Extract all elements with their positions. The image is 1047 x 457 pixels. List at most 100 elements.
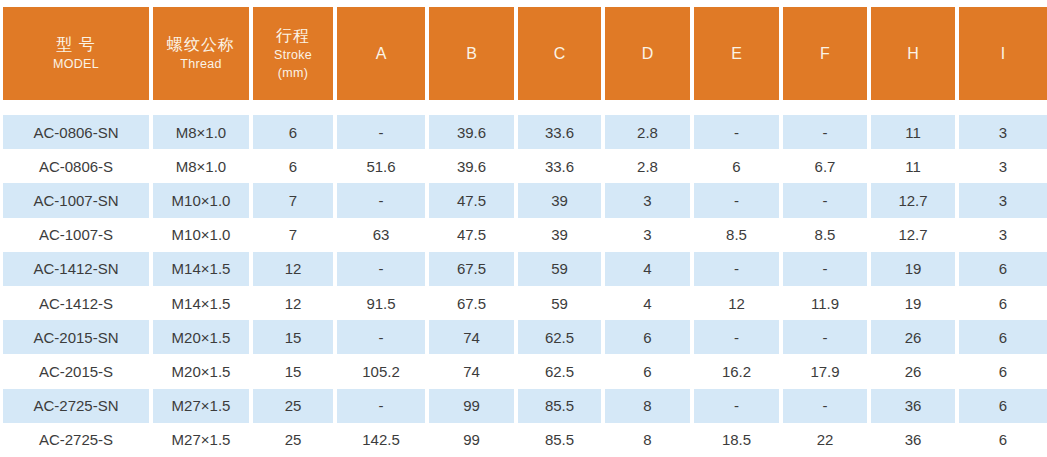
table-cell: 67.5: [429, 252, 514, 286]
table-cell: 99: [429, 389, 514, 423]
table-cell: 26: [871, 354, 955, 388]
table-row: AC-0806-SM8×1.0651.639.633.62.866.7113: [3, 149, 1047, 183]
table-cell: 15: [253, 320, 333, 354]
header-label: 螺纹公称: [167, 35, 235, 55]
table-cell: 6: [959, 354, 1047, 388]
table-cell: -: [783, 183, 867, 217]
table-cell: AC-2725-SN: [3, 389, 149, 423]
table-cell: 74: [429, 354, 514, 388]
header-cell-h: H: [871, 7, 955, 100]
table-cell: 25: [253, 389, 333, 423]
table-cell: -: [783, 389, 867, 423]
table-cell: 8.5: [783, 218, 867, 252]
table-cell: 11: [871, 149, 955, 183]
table-cell: 4: [605, 252, 690, 286]
table-cell: 16.2: [694, 354, 779, 388]
table-cell: 85.5: [518, 423, 601, 457]
table-cell: 33.6: [518, 115, 601, 149]
table-cell: AC-1007-S: [3, 218, 149, 252]
table-cell: AC-1007-SN: [3, 183, 149, 217]
table-cell: AC-2015-SN: [3, 320, 149, 354]
table-cell: 26: [871, 320, 955, 354]
header-cell-b: B: [429, 7, 514, 100]
table-cell: 62.5: [518, 354, 601, 388]
table-cell: 62.5: [518, 320, 601, 354]
table-cell: 6: [253, 149, 333, 183]
table-cell: 6: [253, 115, 333, 149]
table-cell: 8: [605, 389, 690, 423]
table-cell: 2.8: [605, 115, 690, 149]
header-cell-model: 型 号 MODEL: [3, 7, 149, 100]
table-cell: 67.5: [429, 286, 514, 320]
header-cell-a: A: [337, 7, 425, 100]
table-cell: M27×1.5: [153, 423, 249, 457]
table-cell: 17.9: [783, 354, 867, 388]
table-cell: 91.5: [337, 286, 425, 320]
header-label: Thread: [180, 57, 221, 73]
table-cell: M8×1.0: [153, 149, 249, 183]
header-label: Stroke: [274, 48, 312, 64]
table-cell: 142.5: [337, 423, 425, 457]
table-cell: -: [694, 252, 779, 286]
header-label: MODEL: [53, 57, 99, 73]
table-row: AC-0806-SNM8×1.06-39.633.62.8--113: [3, 115, 1047, 149]
table-cell: AC-0806-S: [3, 149, 149, 183]
table-cell: 59: [518, 252, 601, 286]
table-cell: -: [783, 115, 867, 149]
table-cell: -: [694, 320, 779, 354]
table-cell: 33.6: [518, 149, 601, 183]
table-cell: 2.8: [605, 149, 690, 183]
table-row: AC-1007-SM10×1.076347.53938.58.512.73: [3, 218, 1047, 252]
table-row: AC-2015-SNM20×1.515-7462.56--266: [3, 320, 1047, 354]
table-cell: M14×1.5: [153, 252, 249, 286]
table-cell: 18.5: [694, 423, 779, 457]
table-cell: -: [694, 115, 779, 149]
table-cell: M10×1.0: [153, 218, 249, 252]
table-cell: -: [337, 115, 425, 149]
spec-table: 型 号 MODEL 螺纹公称 Thread 行程 Stroke (mm) A B C D E F H I A…: [0, 0, 1047, 457]
header-label: H: [907, 44, 919, 64]
header-label: F: [820, 44, 830, 64]
table-cell: 63: [337, 218, 425, 252]
table-cell: 19: [871, 252, 955, 286]
header-label: I: [1001, 44, 1005, 64]
table-cell: -: [337, 183, 425, 217]
table-cell: AC-2015-S: [3, 354, 149, 388]
table-row: AC-1412-SNM14×1.512-67.5594--196: [3, 252, 1047, 286]
table-row: AC-2015-SM20×1.515105.27462.5616.217.926…: [3, 354, 1047, 388]
header-cell-i: I: [959, 7, 1047, 100]
header-cell-d: D: [605, 7, 690, 100]
table-cell: 11: [871, 115, 955, 149]
table-cell: 6: [959, 252, 1047, 286]
table-cell: 12.7: [871, 218, 955, 252]
header-cell-stroke: 行程 Stroke (mm): [253, 7, 333, 100]
table-cell: -: [337, 320, 425, 354]
header-label: (mm): [278, 66, 308, 82]
table-cell: 6.7: [783, 149, 867, 183]
table-cell: 11.9: [783, 286, 867, 320]
table-row: AC-2725-SNM27×1.525-9985.58--366: [3, 389, 1047, 423]
table-cell: 12: [694, 286, 779, 320]
table-body: AC-0806-SNM8×1.06-39.633.62.8--113AC-080…: [3, 115, 1047, 457]
table-cell: 3: [959, 218, 1047, 252]
header-label: D: [642, 44, 654, 64]
table-cell: 22: [783, 423, 867, 457]
table-cell: 59: [518, 286, 601, 320]
header-label: 型 号: [56, 35, 95, 55]
table-cell: M27×1.5: [153, 389, 249, 423]
table-cell: -: [337, 389, 425, 423]
header-label: E: [731, 44, 742, 64]
table-cell: 6: [959, 320, 1047, 354]
table-cell: 8: [605, 423, 690, 457]
header-label: 行程: [276, 26, 310, 46]
table-cell: M20×1.5: [153, 354, 249, 388]
table-cell: 99: [429, 423, 514, 457]
table-cell: 39.6: [429, 115, 514, 149]
table-cell: -: [694, 183, 779, 217]
header-label: C: [554, 44, 566, 64]
table-cell: AC-2725-S: [3, 423, 149, 457]
table-cell: 6: [959, 286, 1047, 320]
table-cell: 36: [871, 389, 955, 423]
header-label: A: [376, 44, 387, 64]
table-cell: M14×1.5: [153, 286, 249, 320]
